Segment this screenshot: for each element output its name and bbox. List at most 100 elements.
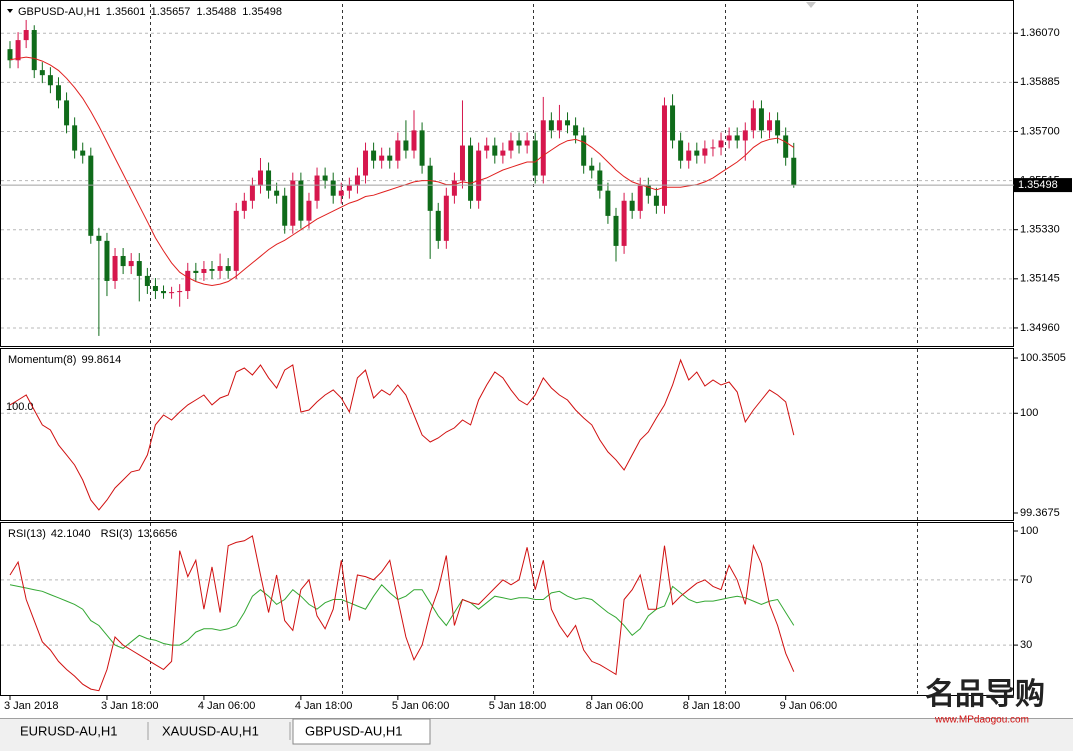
tab[interactable]: XAUUSD-AU,H1 [162,723,259,738]
momentum-panel-frame [0,348,1014,521]
ohlc-high: 1.35657 [151,6,191,18]
candle-body [322,175,328,181]
candle-body [637,185,643,211]
candle-body [492,145,498,156]
collapse-arrow[interactable] [7,9,13,13]
ohlc-low: 1.35488 [196,6,236,18]
candle-body [532,140,538,176]
candle-body [742,130,748,141]
candle-body [80,150,86,156]
candle-body [161,291,167,294]
candle-body [201,268,207,273]
candle-body [15,40,21,61]
x-tick-label: 9 Jan 06:00 [780,700,838,712]
candle-body [193,270,199,273]
candle-body [290,180,296,226]
candle-body [524,140,530,146]
indicator-line [9,358,795,511]
candle-body [96,235,102,241]
y-tick-label: 100 [1020,525,1038,537]
candle-body [500,150,506,156]
price-panel-frame [0,0,1014,347]
candle-body [144,275,150,286]
candle-body [670,105,676,141]
watermark-logo: 名品导购 [925,678,1045,711]
candle-body [476,150,482,201]
y-tick-label: 100 [1020,407,1038,419]
candle-body [169,292,175,294]
candle-body [282,195,288,226]
tab[interactable]: EURUSD-AU,H1 [20,723,118,738]
y-tick-label: 1.35700 [1020,125,1060,137]
candle-body [645,185,651,196]
candle-body [573,125,579,136]
indicator-value: 42.1040 [51,528,91,540]
candle-body [597,170,603,191]
candle-body [678,140,684,161]
y-tick-label: 1.35885 [1020,76,1060,88]
tab-active[interactable]: GBPUSD-AU,H1 [305,723,403,738]
indicator-header: RSI(13) 42.1040 RSI(3) 13.6656 [8,528,177,540]
candle-body [694,150,700,156]
candle-body [621,200,627,246]
candle-body [419,130,425,166]
candle-body [152,285,158,292]
current-price-label: 1.35498 [1018,179,1058,191]
ohlc-open: 1.35601 [106,6,146,18]
plot-layer: 1.360701.358851.357001.355151.353301.351… [0,6,1072,712]
candle-body [64,100,70,126]
x-tick-label: 8 Jan 06:00 [586,700,644,712]
y-tick-label: 1.35145 [1020,273,1060,285]
candle-body [661,105,667,206]
candle-body [548,120,554,131]
candle-body [257,170,263,186]
indicator-line [9,584,795,649]
candle-body [306,200,312,221]
candle-body [314,175,320,201]
candle-body [31,30,37,71]
indicator-name: RSI(13) [8,528,46,540]
rsi-panel-frame [0,522,1014,696]
candle-body [484,145,490,151]
candle-body [225,266,231,271]
candle-body [516,140,522,146]
candle-body [718,140,724,148]
candle-body [605,190,611,216]
x-tick-label: 4 Jan 18:00 [295,700,353,712]
level-label: 100.0 [6,401,34,413]
shift-marker [806,2,816,8]
y-tick-label: 70 [1020,574,1032,586]
candle-body [209,268,215,271]
y-tick-label: 1.36070 [1020,27,1060,39]
candle-body [443,195,449,241]
x-tick-label: 4 Jan 06:00 [198,700,256,712]
candle-body [112,255,118,281]
candle-body [185,270,191,292]
candle-body [775,120,781,136]
candle-body [734,135,740,141]
candle-body [47,75,53,86]
candle-body [726,135,732,141]
vertical-grid [150,4,918,695]
candle-body [266,170,272,191]
indicator-value: 13.6656 [137,528,177,540]
candle-body [581,135,587,166]
candle-body [508,140,514,151]
candle-body [371,150,377,161]
candle-body [403,140,409,151]
candle-body [459,145,465,181]
candle-body [411,130,417,151]
candle-body [233,210,239,271]
candle-body [136,261,142,276]
price-header: GBPUSD-AU,H1 1.35601 1.35657 1.35488 1.35498 [18,6,282,18]
candle-body [702,148,708,156]
candle-body [23,30,29,41]
x-tick-label: 5 Jan 06:00 [392,700,450,712]
candle-body [556,120,562,131]
candle-body [330,180,336,196]
watermark-url: www.MPdaogou.com [934,715,1029,726]
y-tick-label: 30 [1020,639,1032,651]
candle-body [249,185,255,201]
